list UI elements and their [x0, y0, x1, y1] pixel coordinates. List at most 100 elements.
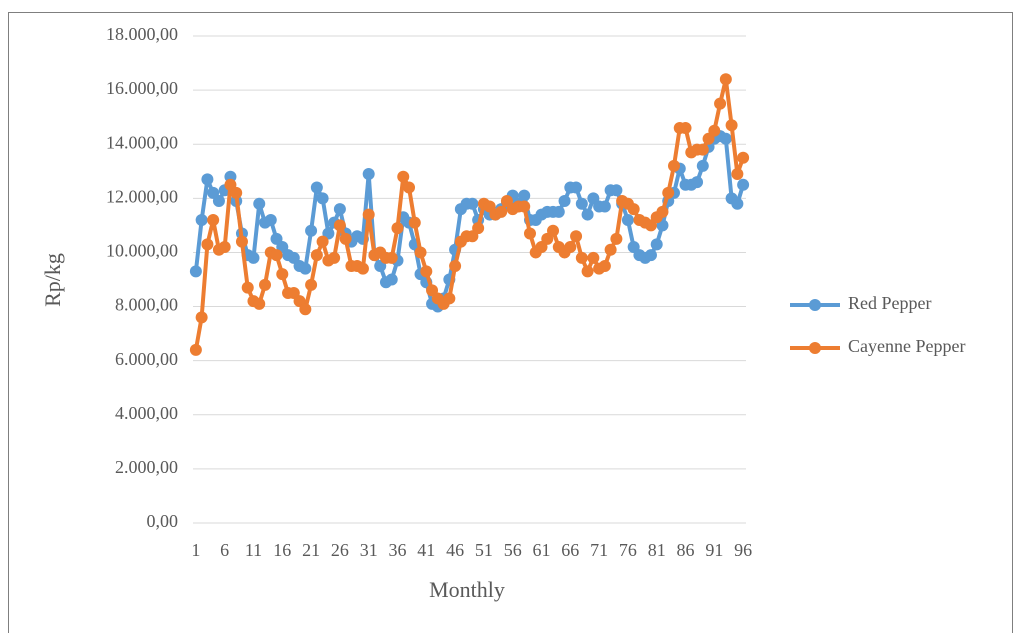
y-tick-label: 8.000,00	[115, 295, 178, 315]
series-marker	[708, 124, 721, 137]
series-marker	[714, 97, 727, 110]
y-tick-label: 12.000,00	[106, 186, 178, 206]
y-tick-label: 6.000,00	[115, 349, 178, 369]
y-axis-label: Rp/kg	[40, 253, 65, 307]
series-marker	[305, 278, 318, 291]
x-tick-label: 21	[302, 540, 320, 560]
series-marker	[201, 238, 214, 251]
series-marker	[598, 200, 611, 213]
series-marker	[339, 232, 352, 245]
series-marker	[518, 200, 531, 213]
series-marker	[731, 197, 744, 210]
series-marker	[575, 197, 588, 210]
series-marker	[731, 167, 744, 180]
series-marker	[518, 189, 531, 202]
series-marker	[247, 251, 260, 264]
series-marker	[656, 205, 669, 218]
series-marker	[270, 249, 283, 262]
x-tick-label: 86	[677, 540, 695, 560]
y-tick-label: 16.000,00	[106, 78, 178, 98]
series-marker	[264, 213, 277, 226]
series-marker	[679, 121, 692, 134]
series-marker	[333, 219, 346, 232]
y-tick-label: 4.000,00	[115, 403, 178, 423]
series-marker	[627, 203, 640, 216]
series-marker	[195, 311, 208, 324]
series-marker	[310, 249, 323, 262]
x-tick-label: 1	[191, 540, 200, 560]
series-marker	[495, 205, 508, 218]
series-marker	[443, 292, 456, 305]
x-tick-label: 31	[360, 540, 378, 560]
series-marker	[316, 235, 329, 248]
x-tick-label: 61	[533, 540, 551, 560]
series-marker	[581, 208, 594, 221]
series-marker	[356, 262, 369, 275]
x-axis-label: Monthly	[429, 577, 505, 602]
series-marker	[328, 251, 341, 264]
series-marker	[207, 213, 220, 226]
series-marker	[667, 159, 680, 172]
series-marker	[587, 251, 600, 264]
series-marker	[391, 222, 404, 235]
series-marker	[362, 208, 375, 221]
series-marker	[195, 213, 208, 226]
x-tick-label: 6	[220, 540, 229, 560]
x-tick-label: 51	[475, 540, 493, 560]
series-marker	[385, 251, 398, 264]
series-marker	[621, 213, 634, 226]
series-marker	[570, 181, 583, 194]
series-marker	[230, 186, 243, 199]
x-tick-label: 71	[590, 540, 608, 560]
series-marker	[719, 132, 732, 145]
series-marker	[696, 143, 709, 156]
x-tick-label: 16	[273, 540, 291, 560]
series-marker	[299, 303, 312, 316]
y-tick-label: 10.000,00	[106, 241, 178, 261]
series-marker	[581, 265, 594, 278]
series-marker	[737, 151, 750, 164]
y-tick-label: 2.000,00	[115, 457, 178, 477]
legend-label: Red Pepper	[848, 293, 931, 313]
series-marker	[564, 241, 577, 254]
series-marker	[253, 297, 266, 310]
series-marker	[644, 249, 657, 262]
series-marker	[218, 241, 231, 254]
series-marker	[604, 243, 617, 256]
series-marker	[397, 170, 410, 183]
x-tick-label: 56	[504, 540, 522, 560]
series-marker	[472, 222, 485, 235]
series-marker	[547, 224, 560, 237]
frame	[8, 12, 1013, 633]
series-marker	[299, 262, 312, 275]
x-tick-label: 41	[417, 540, 435, 560]
series-marker	[719, 73, 732, 86]
x-tick-label: 91	[705, 540, 723, 560]
series-marker	[466, 197, 479, 210]
series-marker	[212, 195, 225, 208]
x-tick-label: 66	[561, 540, 579, 560]
y-tick-label: 0,00	[147, 511, 179, 531]
x-tick-label: 96	[734, 540, 752, 560]
legend-marker	[809, 299, 821, 311]
series-marker	[691, 176, 704, 189]
series-marker	[189, 265, 202, 278]
y-tick-label: 18.000,00	[106, 24, 178, 44]
y-tick-label: 14.000,00	[106, 132, 178, 152]
series-marker	[235, 235, 248, 248]
series-marker	[570, 230, 583, 243]
series-marker	[696, 159, 709, 172]
legend-marker	[809, 342, 821, 354]
series-marker	[610, 232, 623, 245]
series-marker	[408, 216, 421, 229]
series-marker	[403, 181, 416, 194]
series-marker	[610, 184, 623, 197]
series-marker	[241, 281, 254, 294]
series-marker	[201, 173, 214, 186]
x-tick-label: 11	[245, 540, 262, 560]
legend-label: Cayenne Pepper	[848, 336, 965, 356]
series-marker	[316, 192, 329, 205]
series-marker	[650, 238, 663, 251]
series-marker	[189, 343, 202, 356]
